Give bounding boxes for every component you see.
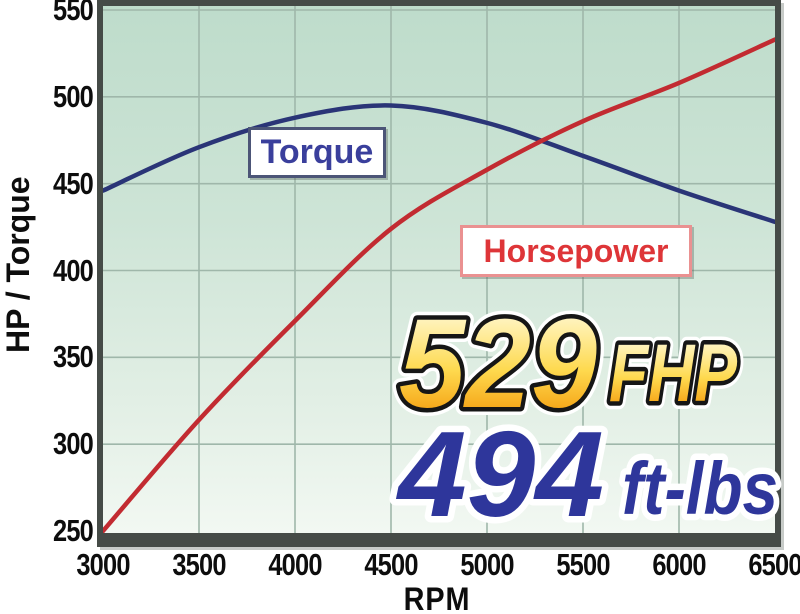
x-tick-label: 6000 xyxy=(652,547,706,582)
peak-hp-callout: 529 FHP 529 FHP 529 FHP xyxy=(391,285,745,442)
peak-torque-value-halo: 494 xyxy=(395,406,604,542)
x-tick-label: 3500 xyxy=(172,547,226,582)
peak-hp-value-outline: 529 xyxy=(399,293,597,434)
x-tick-label: 3000 xyxy=(76,547,130,582)
x-tick-label: 5000 xyxy=(460,547,514,582)
peak-hp-unit-outline: FHP xyxy=(609,328,737,419)
x-tick-label: 6500 xyxy=(748,547,800,582)
peak-hp-unit-halo: FHP xyxy=(609,328,737,419)
x-tick-label: 4000 xyxy=(268,547,322,582)
peak-hp-unit: FHP xyxy=(609,328,737,419)
y-tick-label: 550 xyxy=(53,0,94,27)
horsepower-curve xyxy=(103,37,775,533)
y-tick-label: 500 xyxy=(53,78,94,114)
peak-torque-callout: 494 ft-lbs 494 ft-lbs xyxy=(388,400,784,549)
x-tick-label: 4500 xyxy=(364,547,418,582)
y-tick-label: 350 xyxy=(53,339,94,375)
x-axis-title: RPM xyxy=(403,581,471,614)
plot-area: Torque Horsepower xyxy=(97,0,781,547)
peak-torque-value: 494 xyxy=(395,406,604,542)
y-tick-label: 250 xyxy=(53,513,94,548)
torque-curve xyxy=(103,103,775,225)
torque-series-label: Torque xyxy=(248,127,386,178)
peak-hp-value-halo: 529 xyxy=(399,293,597,434)
peak-hp-value: 529 xyxy=(399,293,597,434)
torque-series-label-text: Torque xyxy=(260,133,374,171)
horsepower-series-label: Horsepower xyxy=(460,225,692,277)
y-tick-label: 400 xyxy=(53,252,94,288)
horsepower-series-label-text: Horsepower xyxy=(483,233,669,269)
peak-torque-unit-halo: ft-lbs xyxy=(622,447,778,530)
y-tick-label: 300 xyxy=(53,426,94,462)
x-tick-label: 5500 xyxy=(556,547,610,582)
y-tick-label: 450 xyxy=(53,165,94,201)
peak-torque-unit: ft-lbs xyxy=(622,447,778,530)
